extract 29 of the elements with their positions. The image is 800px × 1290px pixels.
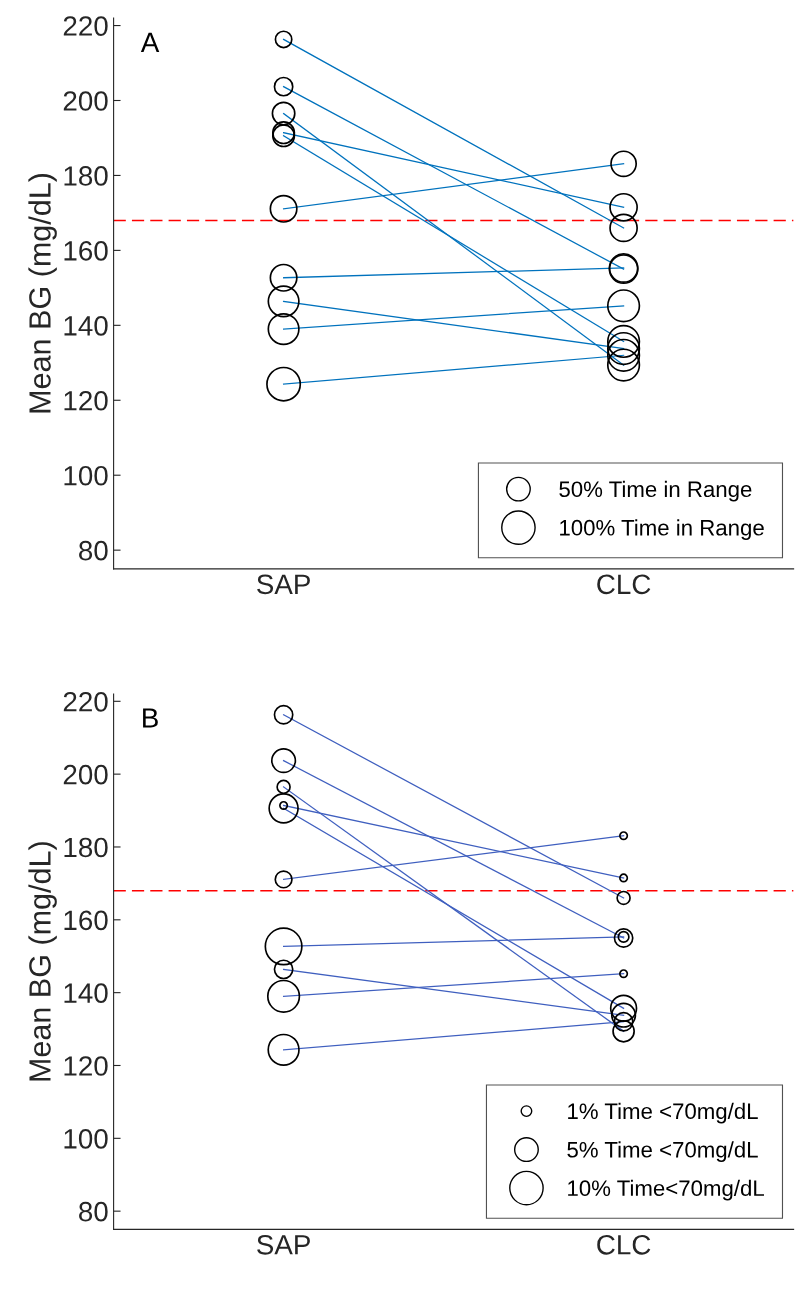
y-tick-label: 80 bbox=[79, 1201, 108, 1222]
x-tick-label: CLC bbox=[597, 574, 651, 595]
y-tick-label: 140 bbox=[64, 315, 108, 336]
x-tick-label: CLC bbox=[597, 1234, 651, 1255]
x-tick-label: SAP bbox=[257, 574, 310, 595]
legend-label: 5% Time <70mg/dL bbox=[567, 1141, 758, 1162]
y-tick-label: 220 bbox=[63, 16, 108, 36]
annotation: B bbox=[143, 708, 158, 728]
legend-label: 50% Time in Range bbox=[559, 480, 752, 502]
y-tick-label: 80 bbox=[79, 540, 108, 561]
y-tick-label: 160 bbox=[64, 241, 108, 261]
y-tick-label: 180 bbox=[64, 837, 108, 858]
y-tick-label: 100 bbox=[64, 465, 108, 486]
annotation: A bbox=[140, 32, 160, 52]
y-tick-label: 160 bbox=[64, 910, 108, 931]
legend-label: 10% Time<70mg/dL bbox=[568, 1179, 764, 1201]
y-tick-label: 140 bbox=[64, 983, 108, 1003]
legend-label: 100% Time in Range bbox=[560, 519, 764, 540]
y-tick-label: 120 bbox=[64, 390, 108, 411]
y-tick-label: 120 bbox=[64, 1056, 108, 1076]
y-tick-label: 200 bbox=[63, 91, 108, 111]
legend-label: 1% Time <70mg/dL bbox=[568, 1102, 758, 1124]
y-tick-label: 100 bbox=[64, 1128, 108, 1149]
y-tick-label: 220 bbox=[63, 691, 108, 712]
y-axis-title: Mean BG (mg/dL) bbox=[28, 842, 57, 1081]
y-tick-label: 180 bbox=[64, 166, 108, 186]
x-tick-label: SAP bbox=[257, 1234, 310, 1255]
y-axis-title: Mean BG (mg/dL) bbox=[28, 173, 57, 413]
y-tick-label: 200 bbox=[63, 764, 108, 785]
